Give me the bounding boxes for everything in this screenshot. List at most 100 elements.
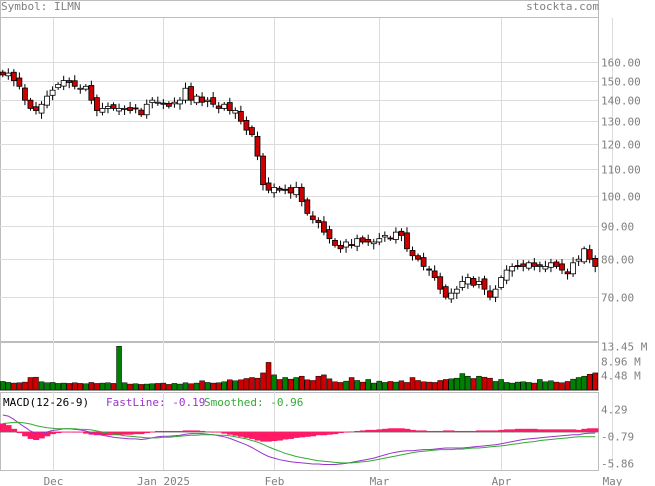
volume-bar (16, 382, 23, 391)
candle-body (536, 264, 543, 267)
site-label[interactable]: stockta.com (526, 0, 599, 13)
candle-body (171, 101, 178, 105)
volume-bar (553, 381, 560, 391)
volume-tick-label: 4.48 M (601, 370, 641, 383)
candle-body (193, 95, 200, 104)
candle-body (276, 187, 283, 191)
volume-bar (0, 381, 6, 391)
candle-body (315, 219, 322, 224)
volume-bar (221, 381, 227, 391)
candle-body (132, 107, 139, 110)
candle-body (38, 103, 45, 114)
macd-histogram-bar (71, 432, 79, 433)
macd-histogram-bar (564, 429, 571, 433)
volume-bar (27, 377, 34, 391)
macd-histogram-bar (116, 432, 123, 436)
candle-body (542, 266, 549, 270)
volume-bar (66, 383, 72, 391)
candle-body (221, 103, 228, 109)
volume-bar (304, 379, 311, 391)
candle-body (116, 108, 122, 112)
candle-body (431, 270, 438, 278)
candle-body (525, 262, 532, 269)
volume-bar (393, 381, 399, 391)
candle-body (88, 85, 95, 101)
macd-histogram-bar (55, 432, 62, 434)
macd-histogram-bar (177, 430, 184, 433)
macd-histogram-bar (326, 432, 333, 435)
candle-body (177, 99, 183, 105)
macd-histogram-bar (155, 430, 162, 433)
macd-histogram-bar (193, 430, 200, 433)
candle-body (481, 278, 488, 290)
price-tick-label: 70.00 (601, 292, 634, 305)
volume-bar (376, 380, 383, 391)
macd-histogram-bar (454, 430, 461, 433)
volume-bar (182, 382, 189, 391)
volume-bar (177, 383, 183, 391)
candle-body (71, 80, 78, 87)
macd-histogram-bar (83, 432, 90, 434)
candle-body (226, 102, 233, 111)
volume-bar (5, 382, 12, 391)
macd-histogram-bar (249, 432, 256, 439)
macd-histogram-bar (370, 429, 378, 433)
volume-bar (509, 382, 515, 391)
volume-bar (586, 373, 593, 391)
volume-bar (160, 382, 167, 391)
macd-histogram-bar (171, 430, 178, 433)
volume-bar (204, 382, 211, 391)
volume-bar (105, 382, 111, 391)
candle-body (470, 278, 477, 286)
candle-body (199, 96, 206, 103)
macd-histogram-bar (592, 428, 599, 433)
candle-body (165, 103, 172, 107)
volume-bar (548, 380, 554, 391)
volume-bar (293, 377, 299, 391)
volume-bar (531, 382, 538, 391)
volume-bar (210, 382, 216, 391)
macd-histogram-bar (166, 430, 173, 433)
macd-histogram-bar (393, 428, 400, 433)
candle-body (99, 108, 106, 113)
volume-bar (465, 375, 471, 391)
volume-bar (276, 379, 283, 391)
candle-body (559, 263, 565, 271)
macd-histogram-bar (514, 428, 521, 433)
macd-histogram-bar (27, 432, 34, 439)
candle-body (492, 288, 499, 298)
macd-histogram-bar (586, 428, 593, 433)
month-tick-label: Feb (265, 475, 285, 486)
macd-histogram-bar (470, 430, 477, 433)
volume-bar (459, 373, 466, 391)
candle-body (354, 238, 361, 247)
candle-body (33, 106, 39, 111)
macd-smoothed-line (2, 421, 596, 464)
price-tick-label: 130.00 (601, 116, 641, 129)
candle-body (548, 262, 554, 268)
volume-bar (564, 381, 571, 391)
macd-histogram-bar (315, 432, 322, 436)
volume-bar (382, 382, 388, 391)
macd-histogram-bar (354, 430, 361, 433)
candle-body (188, 86, 194, 101)
volume-bar (77, 383, 84, 391)
macd-histogram-bar (498, 429, 505, 433)
candle-body (27, 99, 34, 109)
volume-bar (271, 374, 277, 391)
macd-histogram-bar (88, 432, 95, 435)
volume-bar (33, 376, 39, 391)
volume-bar (99, 382, 106, 391)
macd-histogram-bar (299, 432, 306, 438)
macd-histogram-bar (310, 432, 317, 437)
candle-body (553, 261, 560, 267)
candle-body (321, 221, 327, 233)
macd-histogram-bar (38, 432, 45, 439)
volume-bar (227, 379, 233, 391)
candle-body (138, 109, 145, 116)
candle-body (437, 276, 444, 290)
volume-bar (149, 383, 156, 391)
candle-body (509, 266, 516, 272)
candle-body (404, 232, 410, 250)
candle-body (365, 239, 372, 243)
